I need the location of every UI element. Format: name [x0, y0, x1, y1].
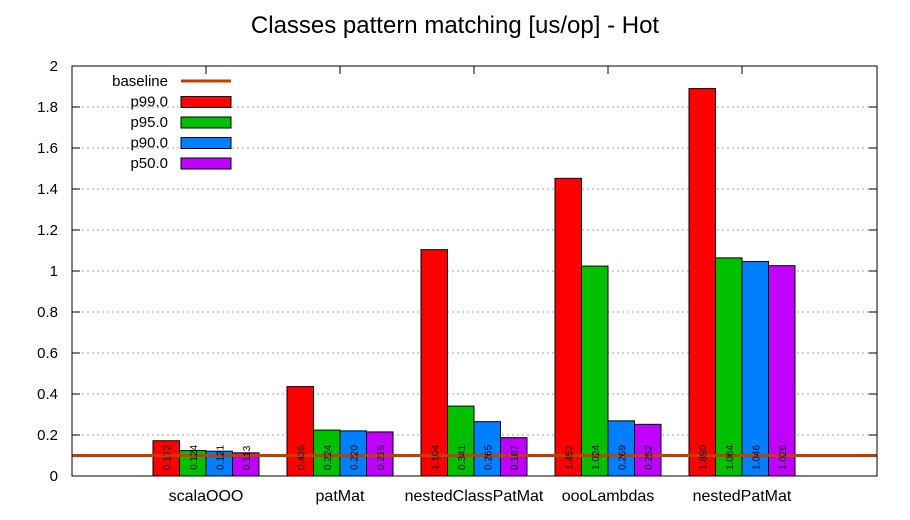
legend-label: p95.0 [130, 114, 168, 131]
bar [366, 431, 394, 477]
data-labels: 0.172 0.124 0.121 0.113 0.436 0.224 0.220 0.215… [162, 445, 789, 470]
y-tick-label: 0.8 [37, 304, 58, 321]
bar-value-label: 1.452 [564, 445, 575, 470]
bar-value-label: 0.215 [376, 445, 387, 470]
bar-value-label: 0.265 [483, 445, 494, 470]
bar [715, 257, 743, 477]
legend-label: p90.0 [130, 135, 168, 152]
x-tick-label: patMat [316, 488, 365, 505]
y-tick-label: 1.2 [37, 222, 58, 239]
bar-value-label: 0.252 [644, 445, 655, 470]
bar [688, 88, 716, 477]
bar-value-label: 0.224 [323, 445, 334, 470]
bar-value-label: 1.046 [751, 445, 762, 470]
bar-value-label: 0.121 [215, 445, 226, 470]
y-tick-label: 1.4 [37, 181, 58, 198]
legend-swatch [180, 96, 232, 108]
y-tick-label: 2 [50, 58, 58, 75]
bar-value-label: 1.104 [430, 445, 441, 470]
legend-swatch [180, 116, 232, 129]
axis-ticks: 0 0.2 0.4 0.6 0.8 1 1.2 1.4 1.6 1.8 2 scalaOOO patMa… [37, 58, 877, 505]
bar-value-label: 0.341 [457, 445, 468, 470]
bar [741, 261, 769, 477]
x-tick-label: scalaOOO [169, 488, 244, 505]
bar [607, 420, 635, 477]
bar-value-label: 1.890 [698, 445, 709, 470]
bar [420, 249, 448, 477]
bar [768, 265, 796, 477]
bar-value-label: 0.124 [189, 445, 200, 470]
x-tick-label: nestedPatMat [693, 488, 792, 505]
bar-value-label: 0.436 [296, 445, 307, 470]
y-tick-label: 0.4 [37, 386, 58, 403]
legend: baseline p99.0 p95.0 p90.0 p50.0 [112, 73, 232, 172]
x-tick-label: nestedClassPatMat [405, 488, 544, 505]
bar [581, 265, 609, 477]
legend-swatch [180, 157, 232, 170]
y-tick-label: 1.8 [37, 99, 58, 116]
bar-value-label: 0.113 [242, 445, 253, 470]
legend-label: p50.0 [130, 155, 168, 172]
y-tick-label: 0 [50, 468, 58, 485]
bar-value-label: 1.024 [591, 445, 602, 470]
bar-value-label: 0.187 [510, 445, 521, 470]
x-tick-label: oooLambdas [562, 488, 655, 505]
bar [634, 423, 662, 477]
bars [152, 88, 796, 477]
bar [473, 421, 501, 477]
bar-value-label: 0.172 [162, 445, 173, 470]
y-tick-label: 0.6 [37, 345, 58, 362]
bar-value-label: 1.026 [778, 445, 789, 470]
bar-value-label: 0.269 [617, 445, 628, 470]
bar [554, 177, 582, 477]
legend-swatch [180, 137, 232, 149]
legend-label: baseline [112, 73, 168, 90]
legend-label: p99.0 [130, 94, 168, 111]
y-tick-label: 0.2 [37, 427, 58, 444]
y-tick-label: 1 [50, 263, 58, 280]
chart-title: Classes pattern matching [us/op] - Hot [250, 12, 660, 39]
y-tick-label: 1.6 [37, 140, 58, 157]
bar-value-label: 0.220 [349, 445, 360, 470]
bar [447, 405, 475, 477]
bar-value-label: 1.064 [725, 445, 736, 470]
